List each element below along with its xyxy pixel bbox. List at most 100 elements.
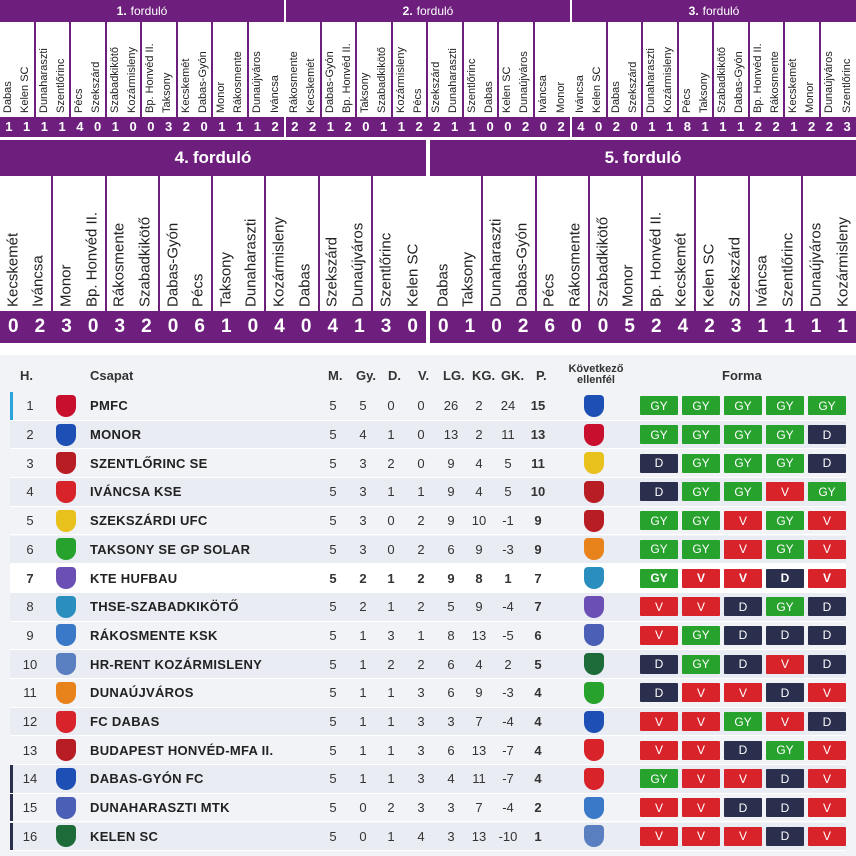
form-result: D — [640, 654, 678, 674]
round-teams: Dabas Taksony Dunaharaszti Dabas-Gyón Pécs Rá… — [430, 176, 856, 311]
form-result: GY — [766, 425, 804, 445]
team-logo — [52, 593, 80, 621]
team-name[interactable]: IVÁNCSA KSE — [90, 484, 182, 500]
table-row[interactable]: 7 KTE HUFBAU 5 2 1 2 9 8 1 7 GY V V D V — [10, 564, 846, 593]
crest-icon — [56, 567, 76, 590]
score-digit: 3 — [843, 119, 851, 134]
score-digit: 4 — [677, 316, 689, 337]
score-digit: 1 — [701, 119, 709, 134]
team-name-cell: Monor — [615, 176, 641, 311]
table-row[interactable]: 8 THSE-SZABADKIKÖTŐ 5 2 1 2 5 9 -4 7 V V D GY D — [10, 592, 846, 622]
table-row[interactable]: 9 RÁKOSMENTE KSK 5 1 3 1 8 13 -5 6 V GY D D D — [10, 622, 846, 651]
table-row[interactable]: 5 SZEKSZÁRDI UFC 5 3 0 2 9 10 -1 9 GY GY V GY V — [10, 507, 846, 536]
form-result: GY — [682, 539, 720, 559]
form-result: V — [640, 597, 678, 617]
next-opponent[interactable] — [580, 650, 608, 678]
table-row[interactable]: 15 DUNAHARASZTI MTK 5 0 2 3 3 7 -4 2 V V D D V — [10, 793, 846, 823]
team-name: Kelen SC — [19, 66, 32, 113]
match: Bp. Honvéd II. Taksony — [142, 22, 178, 117]
stat-p: 9 — [534, 513, 542, 529]
table-row[interactable]: 16 KELEN SC 5 0 1 4 3 13 -10 1 V V V D V — [10, 822, 846, 852]
team-name[interactable]: DUNAHARASZTI MTK — [90, 800, 230, 816]
score-digit: 1 — [58, 119, 66, 134]
next-opponent[interactable] — [580, 392, 608, 420]
match: Monor Bp. Honvéd II. — [53, 176, 107, 311]
form-result: GY — [766, 539, 804, 559]
next-opponent[interactable] — [580, 736, 608, 764]
table-row[interactable]: 14 DABAS-GYÓN FC 5 1 1 3 4 11 -7 4 GY V V D V — [10, 765, 846, 794]
stat-p: 7 — [534, 570, 542, 586]
next-opponent[interactable] — [580, 478, 608, 506]
next-opponent[interactable] — [580, 765, 608, 793]
header-p: P. — [536, 367, 547, 383]
team-name[interactable]: KTE HUFBAU — [90, 570, 178, 586]
next-opponent[interactable] — [580, 449, 608, 477]
score-digit: 1 — [354, 316, 365, 337]
next-opponent[interactable] — [580, 564, 608, 592]
team-name-cell: Kelen SC — [696, 176, 722, 311]
team-name[interactable]: RÁKOSMENTE KSK — [90, 627, 218, 643]
round-number: 4. — [174, 148, 189, 167]
next-opponent[interactable] — [580, 536, 608, 564]
team-name[interactable]: HR-RENT KOZÁRMISLENY — [90, 656, 263, 672]
stat-kg: 11 — [472, 771, 486, 787]
stat-lg: 4 — [447, 771, 455, 787]
table-row[interactable]: 3 SZENTLŐRINC SE 5 3 2 0 9 4 5 11 D GY GY GY D — [10, 449, 846, 479]
table-row[interactable]: 1 PMFC 5 5 0 0 26 2 24 15 GY GY GY GY GY — [10, 392, 846, 421]
next-opponent[interactable] — [580, 622, 608, 650]
stat-d: 1 — [387, 714, 395, 730]
team-name-cell: Kozármisleny — [123, 22, 140, 117]
match: Dabas-Gyón Pécs — [160, 176, 213, 311]
score-digit: 3 — [380, 316, 392, 337]
team-name[interactable]: THSE-SZABADKIKÖTŐ — [90, 599, 239, 615]
table-row[interactable]: 13 BUDAPEST HONVÉD-MFA II. 5 1 1 3 6 13 -7 4 V V D GY… — [10, 736, 846, 766]
crest-icon — [56, 624, 76, 647]
next-opponent[interactable] — [580, 823, 608, 851]
stat-lg: 5 — [447, 599, 455, 615]
match: Kecskemét Iváncsa — [0, 176, 54, 311]
team-name-cell: Szabadkikötő — [714, 22, 731, 117]
team-name[interactable]: BUDAPEST HONVÉD-MFA II. — [90, 742, 274, 758]
team-name: Kelen SC — [404, 243, 422, 307]
score-digit: 3 — [165, 119, 173, 134]
table-row[interactable]: 6 TAKSONY SE GP SOLAR 5 3 0 2 6 9 -3 9 GY GY V GY V — [10, 535, 846, 565]
team-name: Szekszárd — [726, 236, 744, 307]
team-name: Szekszárd — [90, 61, 103, 113]
score-digit: 1 — [468, 119, 476, 134]
team-name[interactable]: SZENTLŐRINC SE — [90, 455, 208, 471]
team-name-cell: Dabas-Gyón — [731, 22, 748, 117]
form-result: V — [808, 798, 846, 818]
team-name[interactable]: TAKSONY SE GP SOLAR — [90, 541, 251, 557]
round-teams: Rákosmente Kecskemét Dabas-Gyón Bp. Honvéd … — [286, 22, 570, 117]
next-opponent[interactable] — [580, 421, 608, 449]
stat-kg: 7 — [475, 800, 483, 816]
table-row[interactable]: 12 FC DABAS 5 1 1 3 3 7 -4 4 V V GY V D — [10, 707, 846, 737]
match: Szekszárd Dunaharaszti — [428, 22, 464, 117]
form-result: V — [808, 769, 846, 789]
team-name: Taksony — [161, 72, 174, 113]
stat-p: 5 — [534, 656, 542, 672]
next-opponent[interactable] — [580, 507, 608, 535]
next-opponent[interactable] — [580, 679, 608, 707]
table-row[interactable]: 4 IVÁNCSA KSE 5 3 1 1 9 4 5 10 D GY GY V GY — [10, 478, 846, 507]
next-opponent[interactable] — [580, 593, 608, 621]
team-name[interactable]: DABAS-GYÓN FC — [90, 771, 204, 787]
team-name[interactable]: FC DABAS — [90, 714, 160, 730]
next-opponent[interactable] — [580, 708, 608, 736]
table-row[interactable]: 10 HR-RENT KOZÁRMISLENY 5 1 2 2 6 4 2 5 D GY D V D — [10, 650, 846, 679]
crest-icon — [584, 595, 604, 618]
header-m: M. — [328, 367, 343, 383]
stat-d: 1 — [387, 685, 395, 701]
crest-icon — [56, 796, 76, 819]
team-name[interactable]: PMFC — [90, 398, 129, 414]
team-name[interactable]: SZEKSZÁRDI UFC — [90, 513, 208, 529]
form-result: V — [808, 740, 846, 760]
team-name: Dunaújváros — [518, 51, 531, 113]
team-name[interactable]: DUNAÚJVÁROS — [90, 685, 194, 701]
table-row[interactable]: 2 MONOR 5 4 1 0 13 2 11 13 GY GY GY GY D — [10, 420, 846, 450]
stat-m: 5 — [329, 570, 337, 586]
team-name[interactable]: MONOR — [90, 427, 142, 443]
team-name[interactable]: KELEN SC — [90, 828, 159, 844]
next-opponent[interactable] — [580, 794, 608, 822]
table-row[interactable]: 11 DUNAÚJVÁROS 5 1 1 3 6 9 -3 4 D V V D V — [10, 679, 846, 708]
